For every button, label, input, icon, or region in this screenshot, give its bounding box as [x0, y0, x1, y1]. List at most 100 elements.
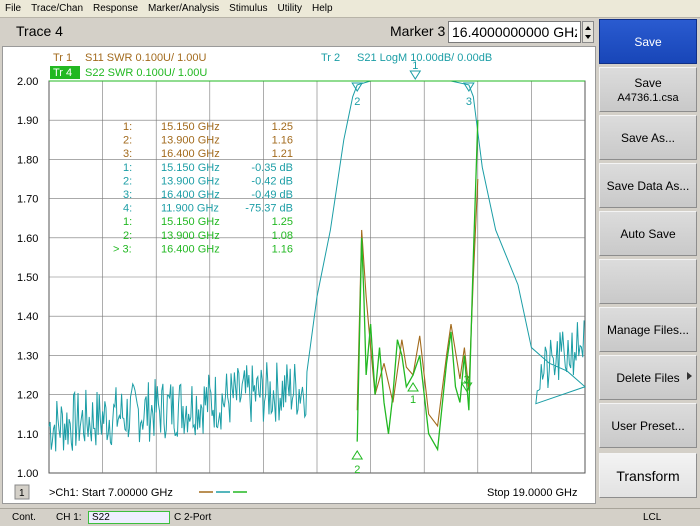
marker-table-frequency: 11.900 GHz	[161, 203, 219, 215]
plot-svg: 2.00 1.90 1.80 1.70 1.60 1.50 1.40 1.30 1.20 1.10…	[14, 52, 586, 500]
trace-s11-line	[356, 178, 479, 428]
legend-tr2-text: S21 LogM 10.00dB/ 0.00dB	[357, 52, 492, 64]
marker-table-frequency: 15.150 GHz	[161, 216, 220, 228]
menu-utility[interactable]: Utility	[277, 2, 302, 14]
marker-table-frequency: 15.150 GHz	[161, 162, 220, 174]
channel-number: 1	[19, 488, 25, 499]
marker-table-index: > 3:	[113, 243, 132, 255]
status-calibration: C 2-Port	[174, 512, 212, 523]
menu-help[interactable]: Help	[311, 2, 333, 14]
marker-table: 1: 15.150 GHz 1.25 2: 13.900 GHz 1.16 3: 16.400…	[113, 121, 293, 255]
marker-triangle-icon	[351, 82, 364, 92]
blank-softkey[interactable]	[599, 259, 697, 304]
y-tick-label: 1.90	[17, 115, 38, 127]
spin-up-icon[interactable]	[585, 26, 591, 30]
save-button[interactable]: Save A4736.1.csa	[599, 67, 697, 112]
status-channel: CH 1:	[56, 512, 82, 523]
trace-title: Trace 4	[16, 23, 63, 39]
marker-table-index: 3:	[123, 148, 132, 160]
legend-tr2-id: Tr 2	[321, 52, 340, 64]
y-tick-label: 1.20	[17, 390, 38, 402]
status-measurement: S22	[88, 511, 170, 524]
marker-table-frequency: 13.900 GHz	[161, 175, 220, 187]
trace-lines	[48, 80, 586, 452]
marker-triangle-icon	[462, 82, 475, 92]
manage-files-button[interactable]: Manage Files...	[599, 307, 697, 352]
save-data-as-button[interactable]: Save Data As...	[599, 163, 697, 208]
marker-table-index: 1:	[123, 162, 132, 174]
legend-tr4-text: S22 SWR 0.100U/ 1.00U	[85, 67, 207, 79]
marker-table-index: 1:	[123, 216, 132, 228]
trace-s22-line	[356, 120, 479, 452]
marker-flag-label: 1	[410, 394, 416, 406]
user-preset-button[interactable]: User Preset...	[599, 403, 697, 448]
auto-save-button[interactable]: Auto Save	[599, 211, 697, 256]
auto-save-label: Auto Save	[620, 226, 676, 241]
marker-table-index: 3:	[123, 189, 132, 201]
marker-table-value: -0.49 dB	[251, 189, 293, 201]
softkey-menu-title: Save	[599, 19, 697, 64]
stop-frequency: Stop 19.0000 GHz	[487, 487, 578, 499]
marker-frequency-input[interactable]	[448, 21, 581, 43]
legend-tr4-badge	[50, 66, 80, 79]
save-as-button[interactable]: Save As...	[599, 115, 697, 160]
marker-flag-label: 2	[354, 96, 360, 108]
softkey-panel: Save Save A4736.1.csa Save As... Save Da…	[598, 19, 700, 507]
status-bar: Cont. CH 1: S22 C 2-Port LCL	[0, 508, 700, 526]
delete-files-button[interactable]: Delete Files	[599, 355, 697, 400]
marker-spin-buttons[interactable]	[582, 21, 594, 43]
menu-stimulus[interactable]: Stimulus	[229, 2, 268, 14]
marker-triangle-icon	[407, 382, 419, 392]
marker-table-value: 1.21	[272, 148, 293, 160]
save-label: Save	[634, 75, 662, 90]
y-tick-label: 1.50	[17, 272, 38, 284]
softkey-title-label: Save	[634, 34, 662, 49]
status-mode: Cont.	[12, 512, 36, 523]
marker-table-value: 1.25	[272, 216, 293, 228]
marker-triangle-icon	[460, 382, 473, 392]
spin-down-icon[interactable]	[585, 35, 591, 39]
menu-file[interactable]: File	[5, 2, 22, 14]
marker-table-index: 2:	[123, 230, 132, 242]
marker-flag-label: 3	[464, 374, 470, 386]
submenu-arrow-icon	[687, 372, 692, 380]
menu-bar: File Trace/Chan Response Marker/Analysis…	[0, 0, 700, 18]
marker-flags: 1 2 3 2 1 3	[351, 60, 475, 476]
marker-table-value: 1.16	[272, 243, 293, 255]
status-remote: LCL	[643, 512, 662, 523]
menu-trace-chan[interactable]: Trace/Chan	[31, 2, 83, 14]
menu-response[interactable]: Response	[93, 2, 139, 14]
y-tick-label: 1.40	[17, 311, 38, 323]
marker-table-value: 1.08	[272, 230, 293, 242]
y-tick-label: 1.70	[17, 194, 38, 206]
marker-table-frequency: 13.900 GHz	[161, 230, 220, 242]
legend-tr1-text: S11 SWR 0.100U/ 1.00U	[85, 52, 207, 64]
save-data-as-label: Save Data As...	[606, 178, 690, 193]
marker-triangle-icon	[409, 70, 422, 80]
menu-marker-analysis[interactable]: Marker/Analysis	[148, 2, 220, 14]
marker-table-value: 1.16	[272, 135, 293, 147]
y-tick-labels: 2.00 1.90 1.80 1.70 1.60 1.50 1.40 1.30 1.20 1.10…	[17, 76, 38, 480]
save-as-label: Save As...	[620, 130, 676, 145]
marker-label: Marker 3	[390, 23, 446, 39]
y-tick-label: 1.80	[17, 154, 38, 166]
marker-table-frequency: 13.900 GHz	[161, 135, 220, 147]
plot-footer: 1 >Ch1: Start 7.00000 GHz Stop 19.0000 G…	[14, 484, 578, 500]
marker-flag-label: 1	[412, 60, 418, 72]
marker-table-value: -0.35 dB	[251, 162, 293, 174]
measurement-plot[interactable]: 2.00 1.90 1.80 1.70 1.60 1.50 1.40 1.30 1.20 1.10…	[2, 46, 596, 504]
channel-number-box[interactable]	[14, 484, 30, 500]
trace-legend: Tr 1 S11 SWR 0.100U/ 1.00U Tr 4 S22 SWR 0.1…	[50, 52, 492, 79]
marker-table-value: -75.37 dB	[245, 203, 293, 215]
marker-table-index: 1:	[123, 121, 132, 133]
marker-table-index: 2:	[123, 175, 132, 187]
y-tick-label: 1.10	[17, 429, 38, 441]
transform-button[interactable]: Transform	[599, 453, 697, 498]
delete-files-label: Delete Files	[616, 370, 680, 385]
marker-table-frequency: 16.400 GHz	[161, 243, 220, 255]
save-filename: A4736.1.csa	[617, 91, 679, 104]
y-tick-label: 2.00	[17, 76, 38, 88]
marker-flag-label: 3	[466, 96, 472, 108]
manage-files-label: Manage Files...	[606, 322, 690, 337]
